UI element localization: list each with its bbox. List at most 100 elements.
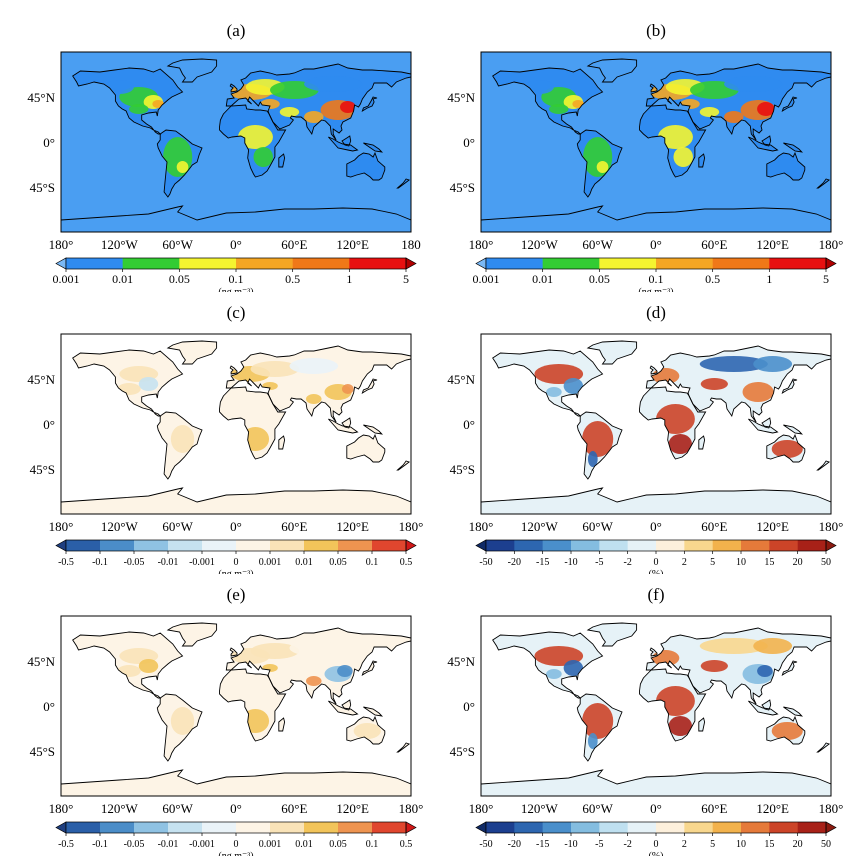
colorbar-segment xyxy=(236,540,271,551)
value-region xyxy=(673,147,693,167)
colorbar-tick-label: -0.01 xyxy=(158,839,179,850)
lon-tick-label: 0° xyxy=(230,519,242,534)
value-region xyxy=(771,722,803,740)
value-region xyxy=(757,665,773,677)
colorbar-segment xyxy=(684,822,713,833)
coastline xyxy=(649,83,658,93)
colorbar-segment xyxy=(627,822,657,833)
colorbar-segment xyxy=(122,258,180,269)
coastline xyxy=(328,136,359,152)
coastline xyxy=(278,153,286,168)
value-region xyxy=(668,716,692,736)
value-region xyxy=(563,660,584,676)
value-region xyxy=(170,425,195,453)
colorbar-tick-label: -20 xyxy=(508,557,521,568)
colorbar-segment xyxy=(270,822,305,833)
lon-tick-label: 120°W xyxy=(521,801,559,816)
value-region xyxy=(699,107,720,117)
colorbar: 0.001 0.01 0.05 0.1 0.5 1 5 (ng m⁻³) xyxy=(53,257,417,292)
continent-antarctica xyxy=(481,488,831,514)
continent-north-america xyxy=(492,350,603,416)
lon-tick-label: 180° xyxy=(469,519,494,534)
colorbar-segment xyxy=(270,540,305,551)
continent-antarctica xyxy=(61,488,411,514)
coastline xyxy=(61,205,411,232)
coastline xyxy=(156,693,203,762)
colorbar-segment xyxy=(599,540,628,551)
colorbar-tick-label: 2 xyxy=(682,557,687,568)
colorbar-segment xyxy=(769,540,798,551)
value-region xyxy=(700,378,728,390)
panel-label: (b) xyxy=(646,21,666,40)
lon-tick-label: 0° xyxy=(650,519,662,534)
colorbar-segment xyxy=(741,822,770,833)
value-region xyxy=(753,356,793,372)
lat-tick-label: 45°N xyxy=(447,90,475,105)
colorbar-tick-label: 0.05 xyxy=(329,557,347,568)
map-area xyxy=(61,52,411,232)
map-panel-c: (c) 45°N 0° 45°S 180° 120°W 60°W 0° 60°E 120°E 180… xyxy=(27,303,423,574)
colorbar-segment xyxy=(292,258,350,269)
continent-new-guinea xyxy=(363,707,382,716)
value-region xyxy=(668,434,692,454)
value-region xyxy=(582,421,614,457)
coastline xyxy=(766,715,806,745)
value-region xyxy=(549,104,569,114)
coastline xyxy=(783,706,804,717)
coastline xyxy=(396,178,411,189)
lon-tick-label: 180° xyxy=(49,519,74,534)
lon-tick-label: 180° xyxy=(819,237,843,252)
colorbar-unit: (ng m⁻³) xyxy=(638,287,673,292)
lat-tick-label: 0° xyxy=(463,417,475,432)
colorbar-segment xyxy=(338,822,373,833)
lon-tick-label: 120°W xyxy=(521,519,559,534)
lon-tick-label: 180° xyxy=(49,237,74,252)
colorbar-tick-label: 20 xyxy=(793,839,803,850)
lat-tick-label: 45°S xyxy=(30,462,55,477)
continent-antarctica xyxy=(61,206,411,232)
colorbar-segment xyxy=(769,258,827,269)
colorbar-tick-label: 0.5 xyxy=(705,272,720,286)
lon-tick-label: 60°E xyxy=(701,801,727,816)
colorbar-tick-label: 0.05 xyxy=(589,272,610,286)
coastline xyxy=(761,417,772,429)
colorbar-segment xyxy=(514,822,543,833)
colorbar-segment xyxy=(236,258,293,269)
lon-tick-label: 60°E xyxy=(701,237,727,252)
lat-tick-label: 0° xyxy=(43,135,55,150)
value-region xyxy=(353,723,381,739)
coastline xyxy=(481,487,831,514)
colorbar-segment xyxy=(486,540,515,551)
continent-greenland xyxy=(167,341,217,364)
coastline xyxy=(816,460,831,471)
colorbar-tick-label: -0.01 xyxy=(158,557,179,568)
continent-new-guinea xyxy=(363,143,382,152)
coastline xyxy=(229,365,238,375)
colorbar-tick-label: 1 xyxy=(346,272,352,286)
colorbar-segment xyxy=(712,822,742,833)
colorbar-unit: (ng m⁻³) xyxy=(218,287,253,292)
coastline xyxy=(219,668,287,742)
lon-tick-label: 180 xyxy=(401,237,421,252)
value-region xyxy=(757,102,775,116)
lon-tick-label: 60°W xyxy=(162,237,193,252)
colorbar-segment xyxy=(349,258,407,269)
coastline xyxy=(586,340,638,365)
coastline xyxy=(781,96,798,113)
continent-indonesia xyxy=(328,419,358,433)
lon-tick-label: 180° xyxy=(49,801,74,816)
lat-tick-label: 45°S xyxy=(30,744,55,759)
colorbar-segment xyxy=(542,258,600,269)
lon-tick-label: 120°E xyxy=(756,237,789,252)
coastline xyxy=(639,104,707,178)
continent-antarctica xyxy=(481,206,831,232)
colorbar-tick-label: 10 xyxy=(736,839,746,850)
continent-indonesia xyxy=(328,701,358,715)
colorbar-tick-label: 2 xyxy=(682,839,687,850)
colorbar-tick-label: 0.01 xyxy=(295,839,313,850)
colorbar-segment xyxy=(372,822,407,833)
continent-africa xyxy=(219,387,286,459)
colorbar-unit: (%) xyxy=(649,569,664,574)
coastline xyxy=(72,631,184,699)
